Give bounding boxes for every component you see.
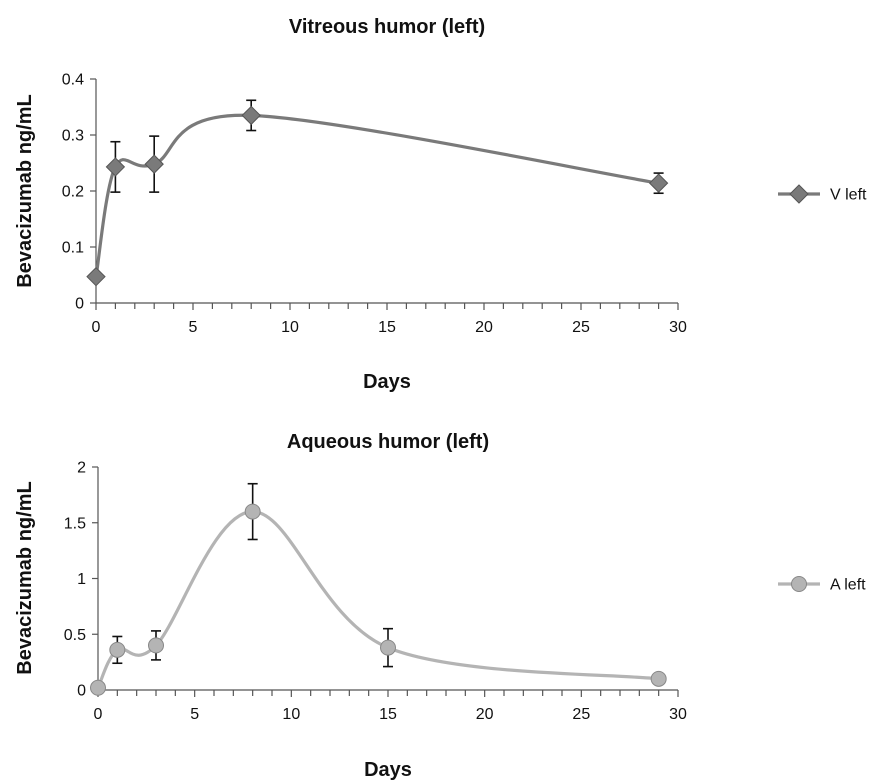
y-axis-title: Bevacizumab ng/mL	[14, 481, 36, 674]
chart-vitreous: Vitreous humor (left) 0 0.1 0.2 0.3 0.4 0 5 10 15…	[14, 16, 867, 393]
x-tick-label: 5	[190, 706, 199, 723]
y-tick-label: 0.5	[64, 627, 86, 644]
x-tick-label: 10	[281, 319, 299, 336]
x-tick-label: 25	[572, 319, 590, 336]
data-point	[650, 670, 667, 687]
y-tick-label: 1	[77, 571, 86, 588]
legend: A left	[778, 576, 866, 594]
x-tick-label: 30	[669, 319, 687, 336]
x-axis-title: Days	[363, 371, 411, 393]
data-point	[90, 679, 106, 696]
chart-aqueous: Aqueous humor (left)00.511.520 5 10 15 20 25 3…	[14, 431, 866, 780]
x-tick-label: 30	[669, 706, 687, 723]
data-point	[86, 266, 106, 287]
data-point	[241, 105, 261, 126]
data-point	[148, 637, 164, 654]
series-line	[96, 509, 661, 690]
y-tick-label: 0.3	[62, 128, 84, 145]
y-tick-label: 2	[77, 460, 86, 477]
x-tick-label: 10	[282, 706, 300, 723]
y-tick-label: 1.5	[64, 515, 86, 532]
chart-title: Vitreous humor (left)	[289, 16, 485, 38]
x-tick-label: 0	[92, 319, 101, 336]
data-point	[105, 157, 126, 177]
x-tick-label: 5	[189, 319, 198, 336]
y-tick-label: 0	[75, 296, 84, 313]
data-point	[109, 641, 126, 658]
x-axis-title: Days	[364, 759, 412, 780]
legend: V left	[778, 184, 867, 204]
legend-marker	[789, 184, 809, 204]
x-tick-label: 20	[476, 706, 494, 723]
y-tick-label: 0	[77, 683, 86, 700]
y-tick-label: 0.1	[62, 240, 84, 257]
y-tick-label: 0.2	[62, 184, 84, 201]
data-point	[380, 639, 396, 656]
chart-title: Aqueous humor (left)	[287, 431, 489, 453]
series-line	[94, 113, 661, 279]
legend-label: V left	[830, 187, 867, 204]
data-point	[648, 173, 669, 193]
x-tick-label: 20	[475, 319, 493, 336]
data-point	[144, 154, 164, 174]
legend-label: A left	[830, 577, 866, 594]
x-tick-label: 15	[378, 319, 396, 336]
data-point	[244, 503, 261, 520]
y-axis-title: Bevacizumab ng/mL	[14, 94, 36, 287]
x-tick-label: 15	[379, 706, 397, 723]
x-tick-label: 0	[94, 706, 103, 723]
y-tick-label: 0.4	[62, 72, 84, 89]
x-tick-label: 25	[572, 706, 590, 723]
legend-marker	[791, 576, 807, 592]
